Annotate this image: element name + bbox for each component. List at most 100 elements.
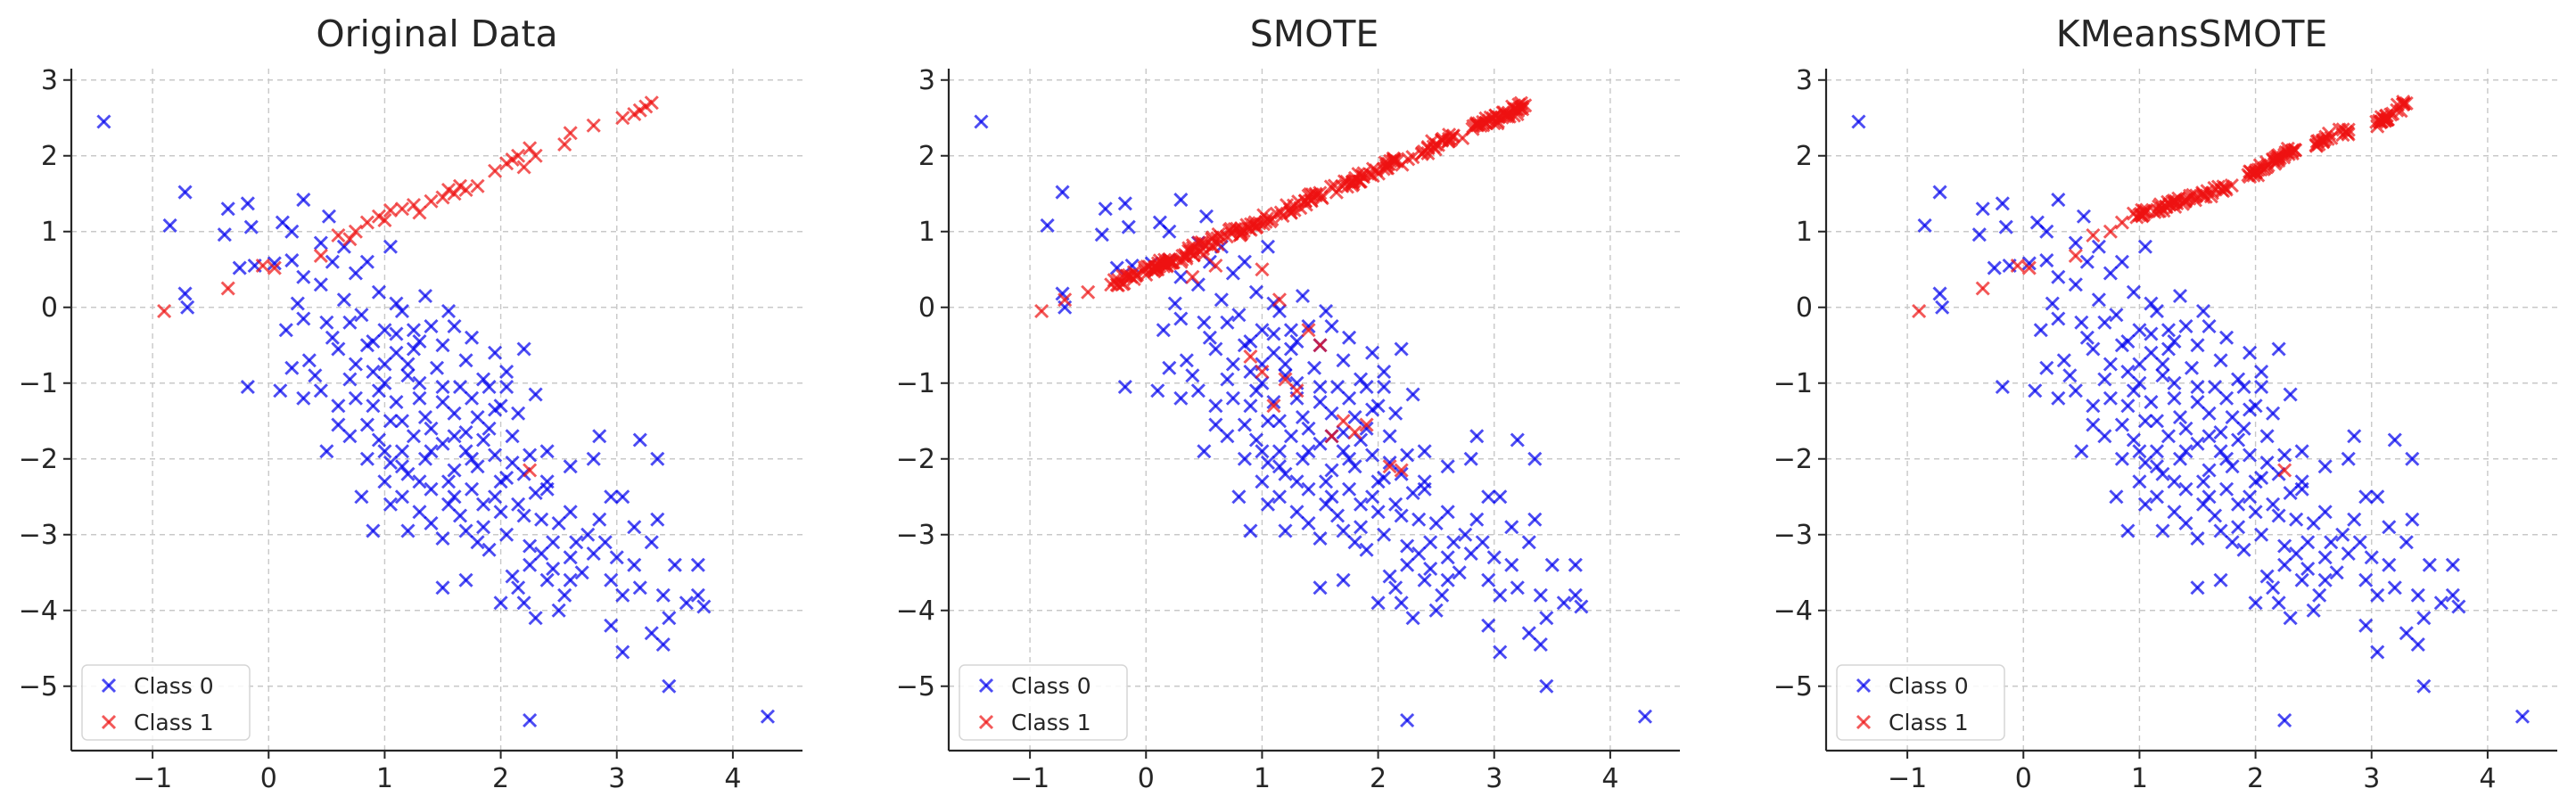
class-0-point	[319, 315, 334, 330]
series-class-0	[974, 114, 1653, 728]
class-0-point	[604, 572, 619, 587]
legend-marker-class-1	[978, 714, 994, 730]
class-0-point	[523, 538, 538, 554]
class-0-point	[644, 535, 659, 550]
x-tick-label: −1	[1888, 763, 1927, 794]
class-0-point	[1932, 185, 1947, 200]
class-0-point	[383, 497, 398, 512]
class-0-point	[2259, 569, 2275, 584]
class-0-point	[1220, 372, 1235, 387]
class-1-point	[2021, 260, 2037, 275]
class-0-point	[528, 485, 543, 501]
class-0-point	[632, 580, 647, 596]
class-0-point	[2132, 444, 2147, 459]
class-0-point	[1539, 678, 1554, 694]
class-1-point	[1208, 258, 1223, 274]
class-0-point	[2160, 323, 2177, 338]
class-0-point	[1248, 432, 1263, 448]
class-0-point	[662, 678, 677, 694]
class-0-point	[435, 379, 450, 395]
class-0-point	[505, 455, 520, 471]
chart-panel-1: −1 0 1 2 3 4 −5 −4 −3 −2 −1 0 1 2 3 Original Data Class …	[19, 12, 802, 794]
class-0-point	[464, 330, 480, 345]
class-0-point	[2202, 406, 2217, 421]
class-0-point	[2317, 505, 2333, 520]
class-0-point	[523, 712, 538, 728]
y-tick-label: −1	[1774, 368, 1813, 399]
class-0-point	[2103, 357, 2118, 372]
class-0-point	[371, 432, 386, 448]
y-tick-label: −5	[896, 671, 935, 702]
class-0-point	[1469, 512, 1485, 527]
class-0-point	[2155, 357, 2170, 372]
class-0-point	[528, 387, 543, 402]
class-1-point	[1186, 243, 1201, 259]
class-0-point	[650, 512, 665, 527]
class-0-point	[1481, 618, 1496, 633]
class-0-point	[2248, 596, 2263, 611]
class-0-point	[2399, 626, 2414, 641]
class-0-point	[2120, 333, 2136, 349]
class-0-point	[1214, 292, 1229, 308]
x-tick-label: −1	[133, 763, 172, 794]
y-tick-label: 3	[918, 65, 935, 96]
class-0-point	[1423, 561, 1438, 577]
class-0-point	[1995, 196, 2010, 211]
class-0-point	[2056, 353, 2071, 368]
class-0-point	[377, 474, 392, 489]
class-0-point	[220, 201, 235, 217]
class-0-point	[2039, 360, 2054, 375]
class-0-point	[1556, 596, 1571, 611]
class-1-point	[644, 95, 659, 111]
class-0-point	[1237, 417, 1252, 432]
class-0-point	[546, 561, 561, 577]
class-0-point	[2137, 239, 2152, 254]
class-1-point	[1197, 236, 1213, 251]
class-0-point	[539, 474, 555, 489]
class-0-point	[476, 520, 491, 535]
class-0-point	[1324, 463, 1339, 478]
class-1-point	[2179, 192, 2194, 207]
class-1-point	[1140, 259, 1155, 275]
class-0-point	[1225, 390, 1240, 406]
class-0-point	[217, 227, 232, 242]
class-0-point	[1301, 421, 1316, 436]
class-0-point	[1295, 288, 1311, 304]
class-0-point	[615, 489, 630, 505]
class-0-point	[313, 277, 328, 292]
class-0-point	[1313, 394, 1328, 410]
class-0-point	[366, 364, 381, 380]
class-0-point	[650, 451, 665, 466]
y-tick-label: 2	[41, 141, 58, 172]
class-0-point	[1162, 224, 1177, 239]
class-0-point	[1324, 406, 1339, 421]
class-0-point	[354, 489, 369, 505]
class-0-point	[1458, 527, 1473, 542]
class-0-point	[1469, 429, 1485, 444]
class-0-point	[1521, 535, 1536, 550]
class-0-point	[679, 596, 694, 611]
class-1-point	[1387, 153, 1402, 168]
class-0-point	[383, 455, 398, 471]
class-0-point	[389, 394, 404, 410]
class-1-point	[1185, 269, 1200, 284]
class-1-point	[1313, 338, 1328, 353]
class-0-point	[458, 572, 473, 587]
class-0-point	[1255, 474, 1270, 489]
class-0-point	[435, 580, 450, 596]
class-0-point	[2190, 394, 2205, 410]
class-0-point	[1400, 712, 1415, 728]
class-0-point	[366, 398, 381, 414]
panel-title: KMeansSMOTE	[2056, 12, 2328, 55]
class-0-point	[604, 489, 619, 505]
legend-marker-class-0	[978, 678, 994, 694]
class-0-point	[470, 409, 485, 425]
class-0-point	[321, 209, 337, 224]
class-0-point	[1167, 296, 1182, 311]
class-0-point	[342, 429, 358, 444]
class-1-point	[1266, 398, 1281, 414]
class-0-point	[2167, 375, 2182, 390]
class-0-point	[2451, 599, 2466, 614]
